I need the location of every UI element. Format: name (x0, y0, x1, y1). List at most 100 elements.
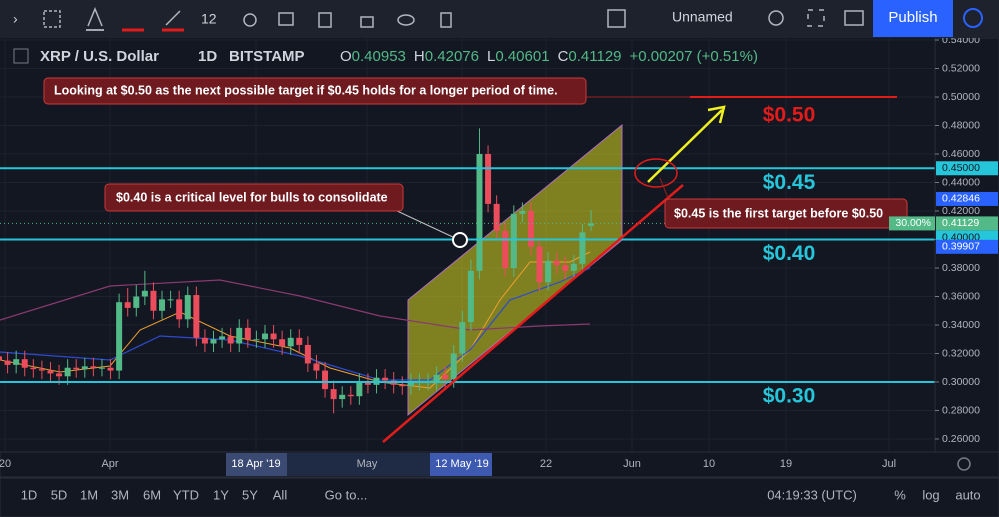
candle-body (236, 327, 243, 344)
price-tag (936, 161, 998, 176)
candle-body (347, 394, 354, 397)
select-tool[interactable] (43, 10, 61, 28)
callout-text: $0.45 is the first target before $0.50 (674, 206, 883, 220)
price-tag (936, 216, 998, 231)
candle-body (570, 263, 577, 271)
target-ellipse (634, 158, 678, 188)
clone[interactable] (318, 12, 332, 28)
settings[interactable] (243, 13, 257, 27)
text-tool[interactable] (87, 7, 103, 27)
candle-body (313, 363, 320, 371)
settings[interactable] (768, 10, 784, 26)
y-tick-label: 0.44000 (942, 176, 980, 188)
pointer (659, 177, 669, 199)
time-labels: 20 Apr 18 Apr '19 May 12 May '19 22 Jun 10 19 Jul (0, 458, 896, 470)
time-scale (0, 451, 999, 478)
y-tick-label: 0.36000 (942, 290, 980, 302)
range-button[interactable]: 1D (21, 487, 38, 502)
delete[interactable] (440, 12, 452, 28)
ma-line (0, 267, 591, 381)
price-scale-labels: 0.26000 0.28000 0.30000 0.32000 0.34000 0.360… (889, 34, 998, 445)
snapshot[interactable] (844, 10, 864, 26)
candle-body (64, 367, 71, 377)
range-button[interactable]: 5Y (242, 487, 258, 502)
candle-body (485, 154, 492, 204)
font-size[interactable]: 12 (201, 11, 217, 27)
visual-order[interactable] (278, 12, 294, 26)
candle-body (296, 337, 303, 345)
candle-body (261, 333, 268, 340)
candle-body (450, 353, 457, 380)
range-button[interactable]: 5D (51, 487, 68, 502)
candle-body (502, 230, 509, 268)
hide[interactable] (397, 14, 415, 26)
x-tick-label: 20 (0, 458, 11, 470)
candle-body (287, 337, 294, 347)
candle-body (553, 260, 560, 266)
menu-arrow[interactable]: › (13, 11, 18, 27)
candle-body (459, 322, 466, 354)
layout-toggle[interactable] (607, 9, 626, 28)
goto[interactable]: Go to... (325, 487, 368, 502)
settings-icon[interactable] (957, 457, 971, 471)
expand-icon[interactable] (13, 48, 29, 64)
y-tick-label: 0.46000 (942, 148, 980, 160)
candle-body (562, 265, 569, 271)
range-button[interactable]: 3M (111, 487, 129, 502)
candle-body (536, 246, 543, 283)
clock: 04:19:33 (UTC) (767, 487, 857, 502)
price-tag-label: 0.39907 (942, 241, 980, 253)
interval: 1D (198, 48, 217, 65)
percent-tag-label: 30.00% (895, 217, 931, 229)
candle-body (116, 302, 123, 371)
x-tick-label: 18 Apr '19 (231, 458, 280, 470)
range-button[interactable]: 1M (80, 487, 98, 502)
candle-body (279, 339, 286, 347)
auto-toggle[interactable]: auto (955, 487, 980, 502)
candle-body (270, 333, 277, 340)
candle-body (510, 213, 517, 268)
log-toggle[interactable]: log (922, 487, 939, 502)
level-label: $0.45 (763, 171, 816, 194)
ohlc-label: L (487, 48, 495, 65)
price-tag-label: 0.42846 (942, 193, 980, 205)
y-tick-label: 0.34000 (942, 319, 980, 331)
replay-button[interactable] (963, 8, 983, 28)
percent-toggle[interactable]: % (894, 487, 906, 502)
range-button[interactable]: All (273, 487, 288, 502)
candle-body (107, 367, 114, 371)
y-tick-label: 0.42000 (942, 205, 980, 217)
callout-text: Looking at $0.50 as the next possible ta… (54, 83, 558, 97)
range-button[interactable]: YTD (173, 487, 199, 502)
publish-label[interactable]: Publish (888, 9, 937, 26)
candle-body (193, 295, 200, 338)
fullscreen[interactable] (807, 9, 825, 27)
candle-body (339, 394, 346, 400)
candle-body (219, 336, 226, 340)
candle-body (0, 356, 2, 361)
candle-body (519, 211, 526, 214)
candle-body (527, 211, 534, 247)
ma-line (0, 279, 591, 331)
price-tag (936, 239, 998, 254)
range-button[interactable]: 6M (143, 487, 161, 502)
toolbar (0, 0, 999, 38)
price-tag (936, 191, 998, 206)
price-tag-label: 0.41129 (942, 217, 979, 229)
pen-tool[interactable] (165, 10, 181, 26)
range-button[interactable]: 1Y (213, 487, 229, 502)
candle-body (433, 374, 440, 382)
level-label: $0.40 (763, 242, 816, 265)
lock[interactable] (360, 16, 374, 28)
x-tick-label: 12 May '19 (435, 458, 488, 470)
candle-body (21, 359, 28, 368)
time-label-bg (226, 453, 287, 476)
candle-body (90, 366, 97, 368)
layout-name[interactable]: Unnamed (672, 9, 733, 25)
candle-body (176, 299, 183, 320)
target-label: $0.50 (763, 104, 816, 127)
point-marker (452, 232, 468, 248)
publish-button[interactable] (873, 0, 953, 37)
symbol: XRP / U.S. Dollar (40, 48, 159, 65)
